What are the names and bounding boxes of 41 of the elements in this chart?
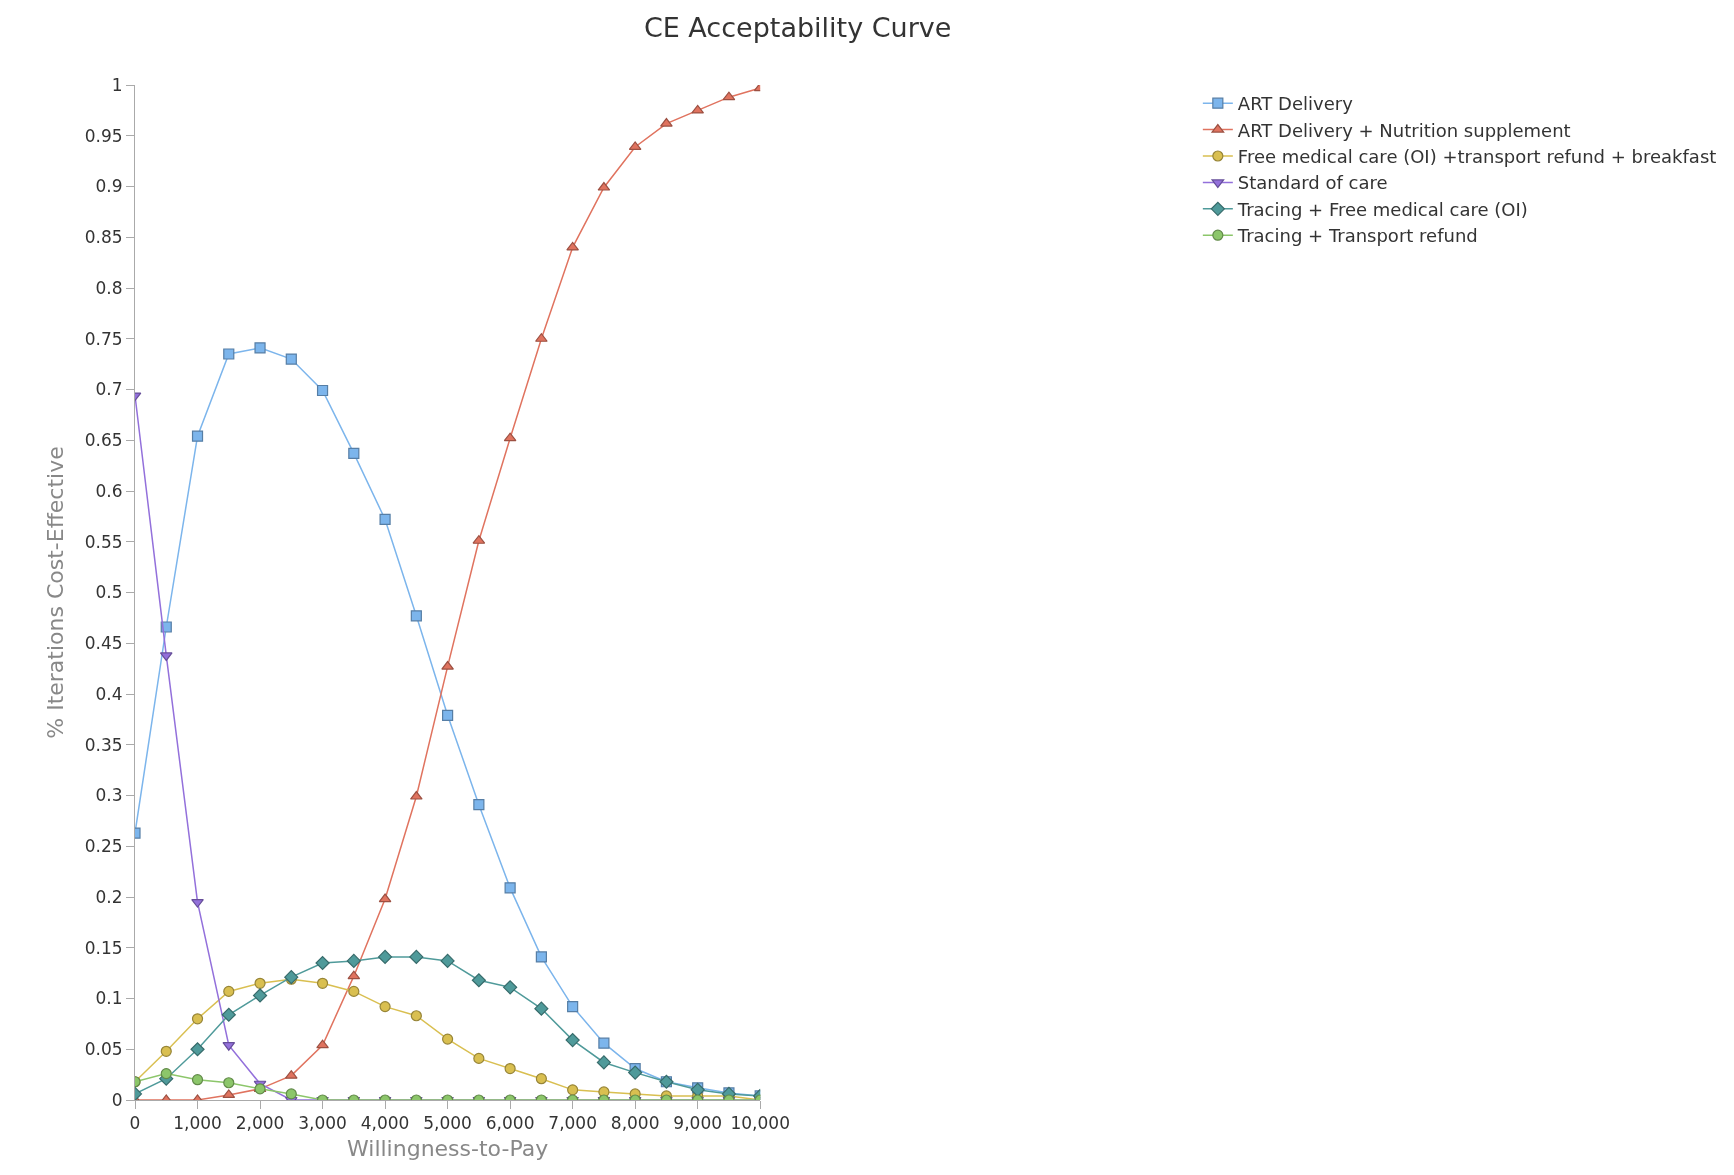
y-axis-title: % Iterations Cost-Effective: [42, 446, 68, 739]
y-tick-label: 0.6: [95, 480, 123, 501]
x-tick-label: 8,000: [610, 1113, 660, 1134]
x-tick-label: 1,000: [173, 1113, 222, 1134]
y-tick-label: 0.9: [95, 176, 123, 197]
x-tick-label: 0: [129, 1113, 141, 1134]
x-axis-title: Willingness-to-Pay: [347, 1136, 549, 1162]
legend-label: ART Delivery: [1237, 93, 1354, 115]
y-tick-label: 0.85: [84, 227, 123, 248]
legend-label: Tracing + Transport refund: [1236, 225, 1478, 247]
y-tick-label: 0.55: [84, 531, 123, 552]
y-tick-label: 0.25: [84, 836, 123, 857]
y-tick-label: 0.7: [95, 379, 123, 400]
y-tick-label: 0.8: [95, 277, 123, 298]
y-tick-label: 0.2: [95, 886, 123, 907]
y-tick-label: 0: [111, 1089, 123, 1110]
y-tick-label: 0.75: [84, 328, 123, 349]
x-tick-label: 9,000: [673, 1113, 723, 1134]
y-tick-label: 0.1: [95, 988, 123, 1009]
y-tick-label: 0.35: [84, 734, 123, 755]
y-tick-label: 0.3: [95, 785, 123, 806]
chart-title: CE Acceptability Curve: [643, 11, 952, 43]
y-tick-label: 0.45: [84, 633, 123, 654]
x-tick-label: 2,000: [235, 1113, 285, 1134]
y-tick-label: 0.5: [95, 582, 123, 603]
y-tick-label: 0.65: [84, 430, 123, 451]
legend-label: Tracing + Free medical care (OI): [1236, 198, 1528, 220]
y-tick-label: 0.4: [95, 683, 123, 704]
x-tick-label: 7,000: [548, 1113, 597, 1134]
x-tick-label: 5,000: [423, 1113, 472, 1134]
y-tick-label: 0.95: [84, 125, 123, 146]
y-tick-label: 0.15: [84, 937, 123, 958]
legend-label: ART Delivery + Nutrition supplement: [1237, 119, 1571, 141]
legend-label: Standard of care: [1237, 172, 1388, 194]
y-tick-label: 1: [111, 74, 123, 95]
legend-label: Free medical care (OI) +transport refund + breakfast: [1237, 146, 1717, 168]
x-tick-label: 6,000: [485, 1113, 535, 1134]
x-tick-label: 10,000: [730, 1113, 790, 1134]
y-tick-label: 0.05: [84, 1039, 123, 1060]
x-tick-label: 3,000: [298, 1113, 347, 1134]
x-tick-label: 4,000: [360, 1113, 410, 1134]
